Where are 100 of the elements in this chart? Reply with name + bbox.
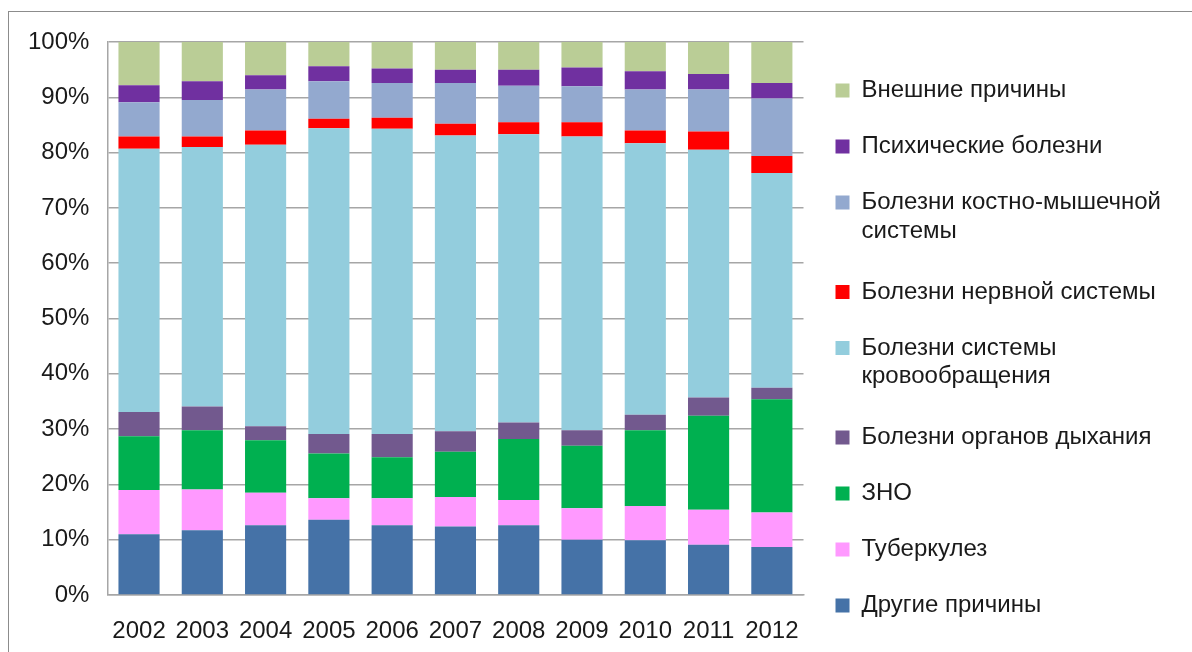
bar [118,489,160,535]
legend-label: Болезни органов дыхания [861,422,1152,450]
bar [498,134,540,423]
bar [561,122,603,137]
bar [624,71,666,90]
bar [308,498,350,520]
bar [181,147,223,407]
bar [561,67,603,87]
bar [751,82,793,99]
bar [181,100,223,137]
bar [624,414,666,431]
bar [498,525,540,595]
y-tick-label: 60% [41,247,90,275]
bar [561,42,603,68]
y-tick-label: 30% [41,413,90,441]
bar [434,123,477,136]
x-tick-label: 2002 [112,615,166,643]
bar [688,415,730,510]
legend-label: Другие причины [861,590,1042,618]
x-tick-label: 2010 [618,615,672,643]
bar [181,42,223,82]
bar [245,440,287,493]
bar [688,42,730,75]
bar [434,451,477,498]
x-tick-label: 2004 [238,615,293,643]
bar [308,434,350,454]
y-tick-label: 20% [41,469,90,497]
bar [181,430,223,490]
bar [118,436,160,490]
bar [624,505,666,541]
bar [751,399,793,513]
bar [688,131,730,150]
bar [371,82,413,118]
bar [371,117,413,129]
bar [308,118,350,129]
y-tick-label: 0% [54,579,90,607]
legend-label: Болезни нервной системы [861,276,1156,304]
y-tick-label: 50% [41,303,90,331]
bar [245,144,287,427]
legend-label: Болезни костно-мышечной системы [861,187,1161,243]
bar [688,74,730,90]
bar [434,69,477,83]
bar [751,546,793,595]
x-tick-label: 2008 [492,615,546,643]
bar [371,498,413,526]
bar [181,489,223,531]
bar [561,445,603,509]
bar [118,148,160,412]
bar [561,508,603,540]
bar [751,155,793,174]
bar [118,534,160,595]
legend-label: Внешние причины [861,75,1067,103]
bar [245,75,287,90]
bar [181,406,223,431]
bar [371,457,413,499]
bar [561,539,603,595]
x-tick-label: 2011 [682,615,735,643]
legend-label: Психические болезни [861,131,1103,159]
bar [624,143,666,415]
bar [498,42,540,70]
bar [751,387,793,400]
bar [371,42,413,69]
bar [308,81,350,119]
bar [308,128,350,435]
bar [688,397,730,416]
bar [308,66,350,82]
bar [434,431,477,452]
bar [245,525,287,595]
bar [624,430,666,506]
bar [371,434,413,458]
bar [371,128,413,435]
x-tick-label: 2007 [428,615,483,643]
bar [434,135,477,432]
x-tick-label: 2003 [175,615,229,643]
bar [751,98,793,156]
bar [371,68,413,83]
legend-label: ЗНО [861,478,912,506]
bar [434,526,477,595]
x-tick-label: 2005 [302,615,356,643]
bar [751,42,793,83]
bar [308,453,350,499]
bar [118,102,160,137]
legend-label: Туберкулез [861,534,988,562]
bar [688,89,730,132]
bar [624,42,666,72]
bar [245,89,287,131]
bar [688,149,730,398]
bar [624,130,666,144]
bar [624,540,666,595]
legend-label: Болезни системы кровообращения [861,332,1057,389]
bar [498,122,540,135]
bar [371,525,413,595]
bar [118,136,160,149]
bar [498,439,540,500]
bar [498,85,540,123]
bar [181,530,223,595]
bar [181,81,223,101]
bar [181,136,223,148]
bar [118,85,160,103]
y-tick-label: 100% [27,26,90,54]
